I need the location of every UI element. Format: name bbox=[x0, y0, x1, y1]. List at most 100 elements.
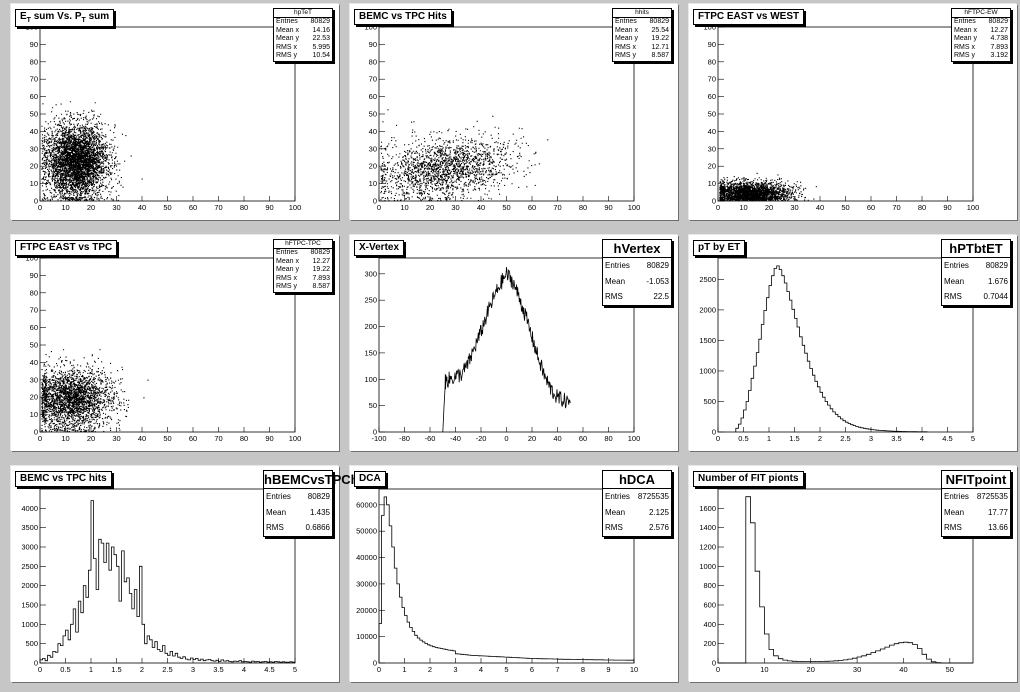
histogram-bin bbox=[188, 660, 191, 663]
histogram-bin bbox=[456, 654, 459, 663]
stats-row: RMS y 10.54 bbox=[274, 52, 332, 61]
y-tick-label: 20 bbox=[708, 162, 716, 171]
y-tick-label: 1000 bbox=[21, 620, 38, 629]
pad-bemc-vs-tpc-hits[interactable]: BEMC vs TPC Hits 0 10 20 30 40 50 60 70 80 90 100 0… bbox=[350, 4, 678, 220]
histogram-bin bbox=[805, 353, 808, 432]
stats-value: 22.5 bbox=[653, 292, 669, 301]
plot-title: FTPC EAST vs TPC bbox=[15, 240, 118, 256]
y-tick-label: 150 bbox=[364, 348, 377, 357]
histogram-bin bbox=[833, 412, 836, 432]
pad-bemc-vs-tpc-hits-ratio[interactable]: BEMC vs TPC hits 0 0.5 1 1.5 2 2.5 3 3.5 4 4.5 5 0 5… bbox=[11, 466, 374, 682]
x-tick-label: 0 bbox=[716, 434, 720, 443]
x-tick-label: 4 bbox=[242, 665, 246, 674]
histogram-bin bbox=[124, 582, 127, 663]
x-tick-label: 2 bbox=[140, 665, 144, 674]
y-tick-label: 10 bbox=[708, 179, 716, 188]
x-tick-label: 3 bbox=[453, 665, 457, 674]
histogram-bin bbox=[389, 526, 392, 663]
histogram-bin bbox=[626, 660, 629, 663]
stats-label: Mean x bbox=[276, 257, 299, 265]
stats-label: Mean x bbox=[615, 26, 638, 34]
pad-ftpc-east-vs-west[interactable]: FTPC EAST vs WEST 0 10 20 30 40 50 60 70 80 90 100… bbox=[689, 4, 1017, 220]
histogram-bin bbox=[629, 660, 632, 663]
histogram-bin bbox=[443, 649, 446, 663]
x-tick-label: 0 bbox=[504, 434, 508, 443]
stats-value: 8725535 bbox=[976, 492, 1008, 501]
histogram-outline bbox=[378, 496, 635, 663]
y-tick-label: 0 bbox=[34, 428, 38, 437]
histogram-bin bbox=[512, 657, 515, 663]
stats-label: RMS x bbox=[954, 43, 975, 51]
histogram-bin bbox=[760, 607, 765, 663]
x-tick-label: 2 bbox=[818, 434, 822, 443]
histogram-bin bbox=[180, 658, 183, 663]
y-tick-label: 80 bbox=[369, 57, 377, 66]
histogram-bin bbox=[800, 337, 803, 432]
x-tick-label: 30 bbox=[790, 203, 798, 212]
x-tick-label: 20 bbox=[765, 203, 773, 212]
y-tick-label: 10000 bbox=[356, 632, 377, 641]
stats-row: Mean 2.125 bbox=[603, 505, 671, 521]
histogram-bin bbox=[458, 654, 461, 663]
x-tick-label: 10 bbox=[760, 665, 768, 674]
y-tick-label: 60 bbox=[369, 92, 377, 101]
histogram-bin bbox=[573, 659, 576, 663]
histogram-bin bbox=[438, 648, 441, 663]
stats-label: RMS bbox=[944, 292, 962, 301]
histogram-bin bbox=[517, 658, 520, 663]
x-tick-label: 90 bbox=[265, 434, 273, 443]
scatter-cloud bbox=[719, 172, 817, 202]
scatter-points bbox=[719, 172, 817, 202]
x-axis: -100 -80 -60 -40 -20 0 20 40 60 80 100 bbox=[371, 427, 640, 443]
stats-value: 22.53 bbox=[312, 35, 330, 43]
x-tick-label: 2.5 bbox=[840, 434, 850, 443]
stats-row: Entries 80829 bbox=[274, 249, 332, 258]
histogram-bin bbox=[764, 311, 767, 432]
y-tick-label: 80 bbox=[708, 57, 716, 66]
stats-row: Entries 80829 bbox=[264, 489, 332, 505]
stats-label: Entries bbox=[605, 492, 630, 501]
histogram bbox=[735, 265, 928, 433]
series-line bbox=[442, 266, 571, 433]
y-tick-label: 2000 bbox=[21, 581, 38, 590]
pad-et-vs-pt[interactable]: ET sum Vs. PT sum 0 10 20 30 40 50 60 70 80 90 100… bbox=[11, 4, 339, 220]
scatter-points bbox=[41, 349, 149, 433]
y-tick-label: 1000 bbox=[699, 366, 716, 375]
y-tick-label: 100 bbox=[703, 23, 716, 32]
histogram-bin bbox=[751, 378, 754, 432]
stats-value: 0.7044 bbox=[983, 292, 1008, 301]
histogram-bin bbox=[750, 523, 755, 663]
pad-pt-by-et[interactable]: pT by ET 0 0.5 1 1.5 2 2.5 3 3.5 4 4.5 5 0 500 1000 15… bbox=[689, 235, 1017, 451]
stats-label: Entries bbox=[266, 492, 291, 501]
histogram-bin bbox=[486, 656, 489, 663]
y-tick-label: 1200 bbox=[699, 543, 716, 552]
plot-frame bbox=[378, 257, 635, 433]
histogram-bin bbox=[783, 660, 788, 663]
stats-label: Mean y bbox=[615, 35, 638, 43]
histogram-bin bbox=[578, 660, 581, 663]
histogram-bin bbox=[101, 543, 104, 663]
histogram-bin bbox=[410, 627, 413, 663]
stats-label: Mean x bbox=[954, 26, 977, 34]
pad-nfit-points[interactable]: Number of FIT pionts 0 10 20 30 40 50 0 200 400 6… bbox=[689, 466, 1017, 682]
pad-dca[interactable]: DCA 0 1 2 3 4 5 6 7 8 9 10 0 10000 20000 30000 40000 500… bbox=[350, 466, 678, 682]
histogram-bin bbox=[568, 659, 571, 663]
plot-frame bbox=[717, 26, 974, 202]
stats-row: Entries 8725535 bbox=[603, 489, 671, 505]
stats-value: 3.192 bbox=[990, 52, 1008, 60]
x-tick-label: 4 bbox=[479, 665, 483, 674]
y-tick-label: 2500 bbox=[21, 562, 38, 571]
stats-row: Mean y 22.53 bbox=[274, 35, 332, 44]
histogram-outline bbox=[39, 500, 296, 663]
histogram-bin bbox=[782, 276, 785, 432]
y-tick-label: 100 bbox=[25, 23, 38, 32]
y-tick-label: 80 bbox=[30, 288, 38, 297]
pad-ftpc-east-vs-tpc[interactable]: FTPC EAST vs TPC 0 10 20 30 40 50 60 70 80 90 100 0… bbox=[11, 235, 339, 451]
stats-name: hhits bbox=[613, 9, 671, 18]
x-tick-label: 70 bbox=[214, 203, 222, 212]
stats-row: Mean y 19.22 bbox=[613, 35, 671, 44]
stats-label: Mean x bbox=[276, 26, 299, 34]
histogram-bin bbox=[810, 369, 813, 432]
pad-x-vertex[interactable]: X-Vertex -100 -80 -60 -40 -20 0 20 40 60 80 100 0 50… bbox=[350, 235, 678, 451]
histogram-bin bbox=[922, 654, 927, 663]
